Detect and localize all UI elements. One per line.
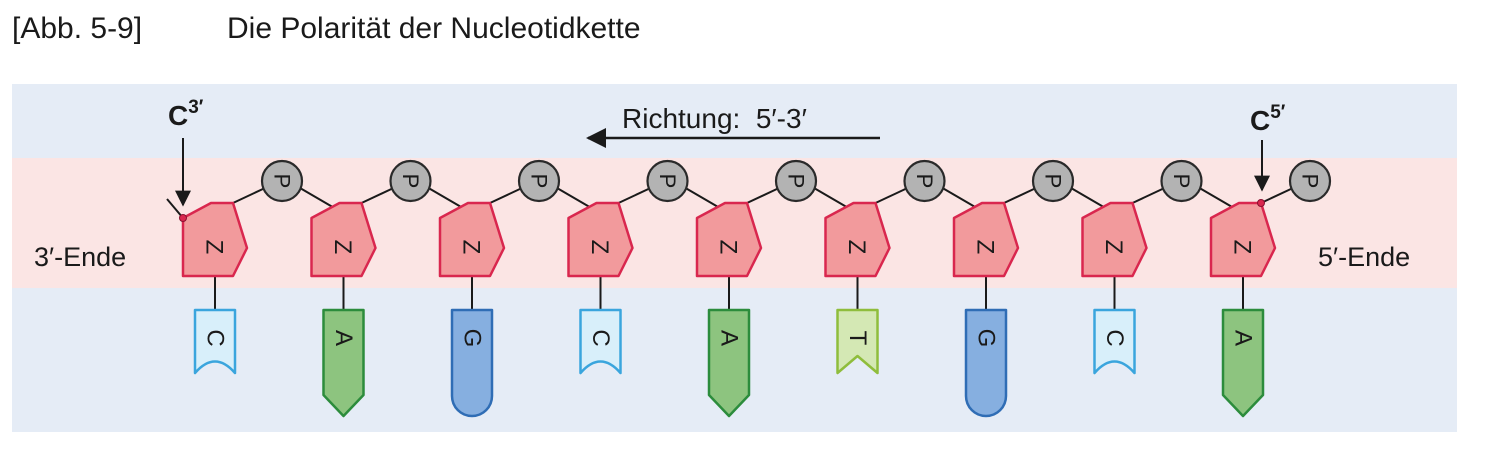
base-shape-a bbox=[707, 308, 751, 418]
sugar-pentagon bbox=[952, 201, 1020, 278]
sugar-label: Z bbox=[715, 240, 742, 255]
base-shape-c bbox=[193, 308, 237, 375]
sugar-phosphate-bond bbox=[618, 187, 651, 204]
base-label: G bbox=[459, 329, 486, 348]
sugar-phosphate-bond bbox=[489, 187, 523, 204]
phosphate-circle bbox=[1160, 159, 1203, 203]
sugar-phosphate-bond bbox=[875, 187, 908, 204]
sugar-label: Z bbox=[1100, 240, 1127, 255]
phosphate-label: P bbox=[1169, 174, 1194, 189]
sugar-pentagon bbox=[310, 201, 377, 278]
phosphate-circle bbox=[1031, 159, 1075, 203]
sugar-label: Z bbox=[201, 240, 228, 255]
base-label: T bbox=[844, 331, 871, 346]
phosphate-label: P bbox=[784, 174, 809, 189]
phosphate-circle bbox=[517, 159, 561, 203]
base-shape-t bbox=[836, 308, 879, 375]
carbon-3-prime-dot bbox=[179, 214, 187, 222]
base-shape-c bbox=[579, 308, 622, 375]
base-label: C bbox=[587, 329, 614, 346]
base-shape-g bbox=[964, 308, 1008, 418]
carbon-5-prime-label: C5′ bbox=[1250, 102, 1286, 136]
base-label: A bbox=[1230, 330, 1257, 346]
base-shape-g bbox=[450, 308, 494, 418]
phosphate-label: P bbox=[1298, 174, 1323, 189]
sugar-pentagon bbox=[1081, 201, 1148, 278]
sugar-pentagon bbox=[695, 201, 763, 278]
base-shape-a bbox=[1221, 308, 1265, 418]
phosphate-circle bbox=[774, 159, 818, 203]
phosphate-label: P bbox=[527, 174, 552, 189]
phosphate-label: P bbox=[912, 174, 937, 189]
base-shape-c bbox=[1093, 308, 1136, 375]
sugar-phosphate-bond bbox=[1260, 187, 1294, 204]
figure-number: [Abb. 5-9] bbox=[12, 12, 143, 45]
chain-end-3-prime-stub bbox=[166, 198, 184, 219]
sugar-phosphate-bond bbox=[361, 187, 394, 204]
figure-title: Die Polarität der Nucleotidkette bbox=[227, 12, 641, 45]
nucleotide-chain: Z P C Z P A Z P G Z P C Z P A Z P T Z P G Z P C Z P A bbox=[181, 159, 1332, 418]
carbon-5-prime-dot bbox=[1257, 199, 1265, 207]
base-label: A bbox=[716, 330, 743, 346]
phosphate-circle bbox=[903, 159, 946, 203]
sugar-pentagon bbox=[181, 201, 249, 278]
sugar-label: Z bbox=[1229, 240, 1256, 255]
carbon-3-prime-label: C3′ bbox=[168, 97, 204, 131]
sugar-label: Z bbox=[972, 240, 999, 255]
base-label: A bbox=[330, 330, 357, 346]
phosphate-label: P bbox=[398, 174, 423, 189]
phosphate-label: P bbox=[270, 174, 295, 189]
figure-caption: [Abb. 5-9] Die Polarität der Nucleotidket… bbox=[12, 12, 641, 46]
sugar-pentagon bbox=[824, 201, 891, 278]
phosphate-label: P bbox=[1041, 174, 1066, 189]
base-label: G bbox=[973, 329, 1000, 348]
label-3-prime-end: 3′-Ende bbox=[34, 242, 126, 272]
sugar-phosphate-bond bbox=[1132, 187, 1165, 204]
sugar-label: Z bbox=[586, 240, 613, 255]
sugar-label: Z bbox=[458, 240, 485, 255]
sugar-label: Z bbox=[843, 240, 870, 255]
sugar-phosphate-bond bbox=[746, 187, 780, 204]
direction-label: Richtung: 5′-3′ bbox=[622, 103, 807, 134]
phosphate-label: P bbox=[655, 174, 680, 189]
sugar-phosphate-bond bbox=[1003, 187, 1037, 204]
sugar-pentagon bbox=[1209, 201, 1277, 278]
base-shape-a bbox=[322, 308, 365, 418]
sugar-phosphate-bond bbox=[232, 187, 266, 204]
base-label: C bbox=[1101, 329, 1128, 346]
phosphate-circle bbox=[260, 159, 304, 203]
label-5-prime-end: 5′-Ende bbox=[1318, 242, 1410, 272]
sugar-pentagon bbox=[438, 201, 506, 278]
phosphate-circle bbox=[389, 159, 432, 203]
sugar-label: Z bbox=[329, 240, 356, 255]
sugar-pentagon bbox=[567, 201, 634, 278]
base-label: C bbox=[202, 329, 229, 346]
phosphate-circle bbox=[1288, 159, 1332, 203]
phosphate-circle bbox=[646, 159, 689, 203]
